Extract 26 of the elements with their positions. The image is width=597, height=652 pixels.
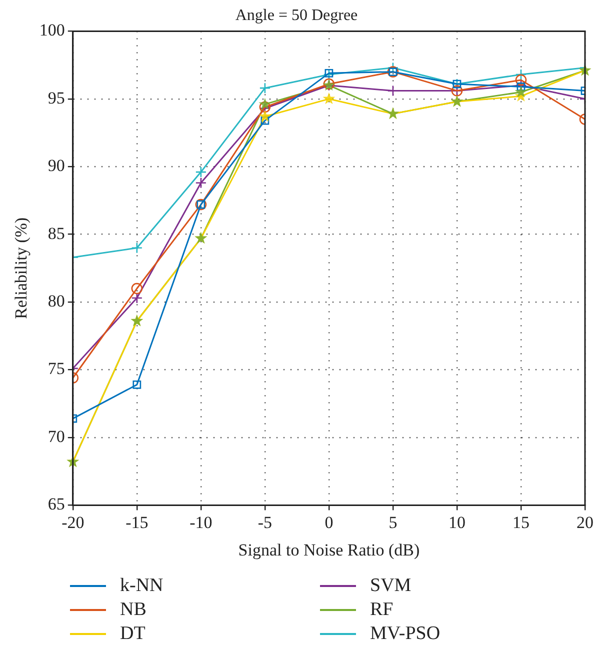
y-tick-label: 80 [48,292,65,311]
y-tick-label: 90 [48,156,65,176]
y-tick-label: 70 [48,426,65,446]
legend-label: SVM [370,575,412,597]
x-tick-label: -20 [62,512,84,532]
y-tick-label: 100 [39,20,65,40]
y-axis-title: Reliability (%) [12,217,31,319]
y-tick-label: 85 [48,224,65,243]
x-tick-label: 0 [324,512,334,532]
legend-label: MV-PSO [370,623,440,645]
x-tick-label: 5 [388,512,398,532]
y-tick-label: 65 [48,494,65,514]
x-tick-label: -5 [258,512,272,532]
legend-label: k-NN [120,575,164,597]
x-tick-label: -15 [126,512,148,532]
legend-label: RF [370,599,394,621]
x-tick-label: -10 [190,512,212,532]
x-tick-label: 10 [448,512,466,532]
y-tick-label: 95 [48,88,65,108]
x-tick-label: 20 [576,512,594,532]
legend-label: NB [120,599,146,621]
chart-title: Angle = 50 Degree [235,6,358,24]
x-axis-title: Signal to Noise Ratio (dB) [238,540,420,560]
y-tick-label: 75 [48,359,65,378]
legend-label: DT [120,623,146,645]
x-tick-label: 15 [512,512,530,532]
